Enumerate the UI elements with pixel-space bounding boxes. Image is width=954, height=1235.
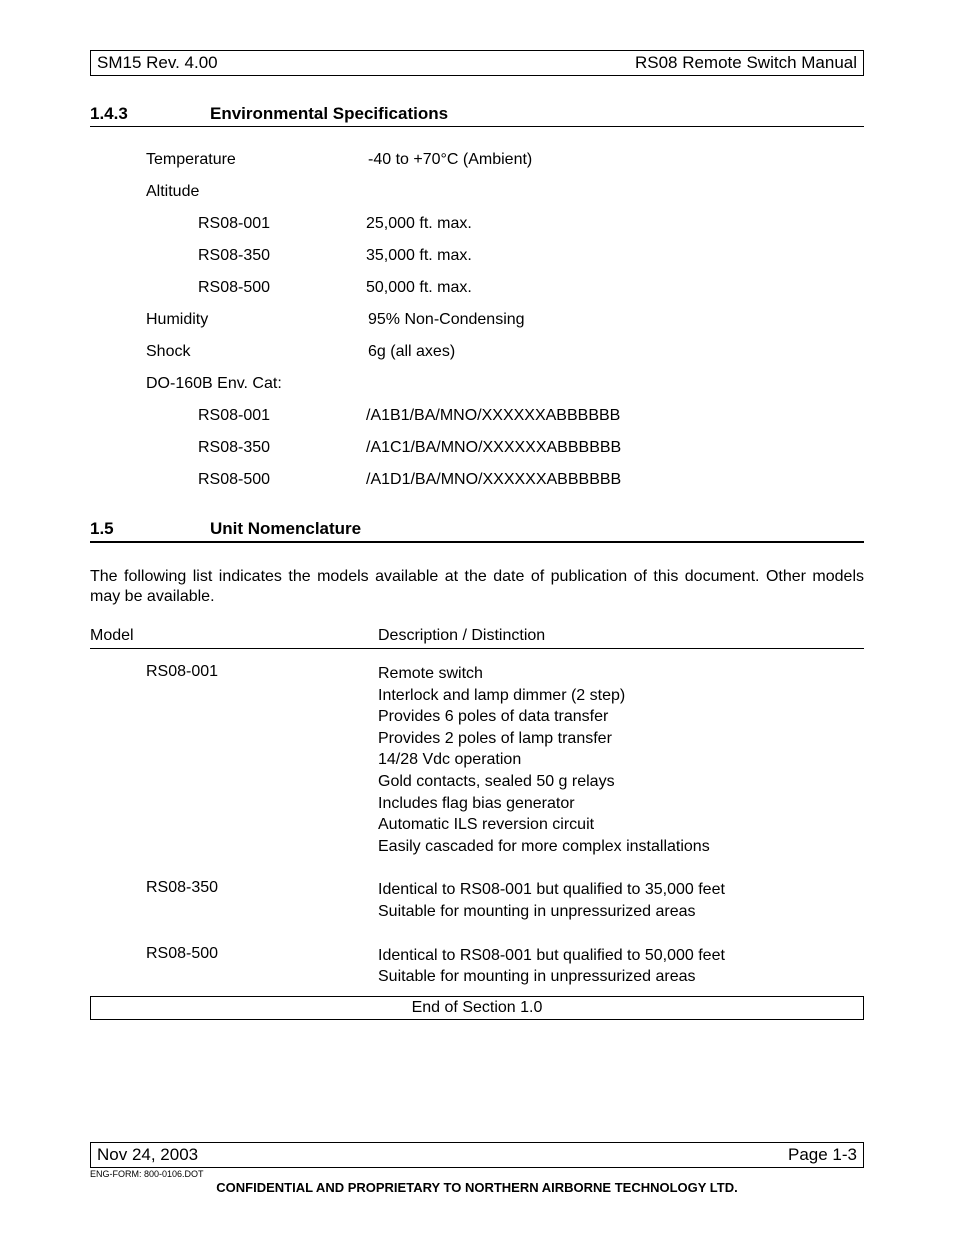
model-table-header: Model Description / Distinction: [90, 627, 864, 649]
env-spec-block: Temperature-40 to +70°C (Ambient)Altitud…: [146, 151, 864, 489]
spec-value: 25,000 ft. max.: [366, 215, 864, 233]
model-name: RS08-350: [146, 879, 378, 922]
spec-row: Altitude: [146, 183, 864, 201]
spec-label: Shock: [146, 343, 368, 361]
spec-row: RS08-500/A1D1/BA/MNO/XXXXXXABBBBBB: [146, 471, 864, 489]
spec-label: Temperature: [146, 151, 368, 169]
section-title: Environmental Specifications: [210, 104, 448, 124]
spec-sublabel: RS08-350: [198, 439, 366, 457]
spec-sublabel: RS08-500: [198, 471, 366, 489]
spec-sublabel: RS08-001: [198, 407, 366, 425]
spec-value: -40 to +70°C (Ambient): [368, 151, 864, 169]
spec-row: RS08-001/A1B1/BA/MNO/XXXXXXABBBBBB: [146, 407, 864, 425]
spec-value: [368, 183, 864, 201]
spec-row: Humidity95% Non-Condensing: [146, 311, 864, 329]
spec-row: RS08-350/A1C1/BA/MNO/XXXXXXABBBBBB: [146, 439, 864, 457]
intro-paragraph: The following list indicates the models …: [90, 567, 864, 607]
spec-row: DO-160B Env. Cat:: [146, 375, 864, 393]
col-header-model: Model: [90, 627, 378, 645]
section-number: 1.4.3: [90, 104, 210, 124]
header-left: SM15 Rev. 4.00: [97, 53, 218, 73]
spec-row: RS08-50050,000 ft. max.: [146, 279, 864, 297]
spec-value: /A1C1/BA/MNO/XXXXXXABBBBBB: [366, 439, 864, 457]
model-description: Identical to RS08-001 but qualified to 3…: [378, 879, 864, 922]
section-heading-15: 1.5 Unit Nomenclature: [90, 519, 864, 543]
page-footer: Nov 24, 2003 Page 1-3 ENG-FORM: 800-0106…: [90, 1142, 864, 1195]
spec-sublabel: RS08-500: [198, 279, 366, 297]
section-title: Unit Nomenclature: [210, 519, 361, 539]
footer-date: Nov 24, 2003: [97, 1145, 198, 1165]
spec-sublabel: RS08-350: [198, 247, 366, 265]
footer-bar: Nov 24, 2003 Page 1-3: [90, 1142, 864, 1168]
spec-value: 95% Non-Condensing: [368, 311, 864, 329]
model-row: RS08-500Identical to RS08-001 but qualif…: [90, 945, 864, 988]
footer-page: Page 1-3: [788, 1145, 857, 1165]
model-description: Identical to RS08-001 but qualified to 5…: [378, 945, 864, 988]
spec-value: 35,000 ft. max.: [366, 247, 864, 265]
spec-value: /A1D1/BA/MNO/XXXXXXABBBBBB: [366, 471, 864, 489]
spec-row: RS08-35035,000 ft. max.: [146, 247, 864, 265]
spec-value: 6g (all axes): [368, 343, 864, 361]
spec-row: RS08-00125,000 ft. max.: [146, 215, 864, 233]
spec-label: Altitude: [146, 183, 368, 201]
spec-sublabel: RS08-001: [198, 215, 366, 233]
header-right: RS08 Remote Switch Manual: [635, 53, 857, 73]
end-of-section-box: End of Section 1.0: [90, 996, 864, 1020]
model-name: RS08-001: [146, 663, 378, 857]
page-header: SM15 Rev. 4.00 RS08 Remote Switch Manual: [90, 50, 864, 76]
col-header-desc: Description / Distinction: [378, 627, 864, 645]
model-row: RS08-001Remote switchInterlock and lamp …: [90, 663, 864, 857]
footer-form: ENG-FORM: 800-0106.DOT: [90, 1169, 864, 1179]
spec-row: Temperature-40 to +70°C (Ambient): [146, 151, 864, 169]
model-name: RS08-500: [146, 945, 378, 988]
spec-label: DO-160B Env. Cat:: [146, 375, 368, 393]
spec-row: Shock6g (all axes): [146, 343, 864, 361]
spec-value: /A1B1/BA/MNO/XXXXXXABBBBBB: [366, 407, 864, 425]
model-row: RS08-350Identical to RS08-001 but qualif…: [90, 879, 864, 922]
spec-value: [368, 375, 864, 393]
section-heading-143: 1.4.3 Environmental Specifications: [90, 104, 864, 127]
models-block: RS08-001Remote switchInterlock and lamp …: [90, 663, 864, 988]
section-number: 1.5: [90, 519, 210, 539]
spec-label: Humidity: [146, 311, 368, 329]
model-description: Remote switchInterlock and lamp dimmer (…: [378, 663, 864, 857]
spec-value: 50,000 ft. max.: [366, 279, 864, 297]
footer-confidential: CONFIDENTIAL AND PROPRIETARY TO NORTHERN…: [90, 1180, 864, 1195]
